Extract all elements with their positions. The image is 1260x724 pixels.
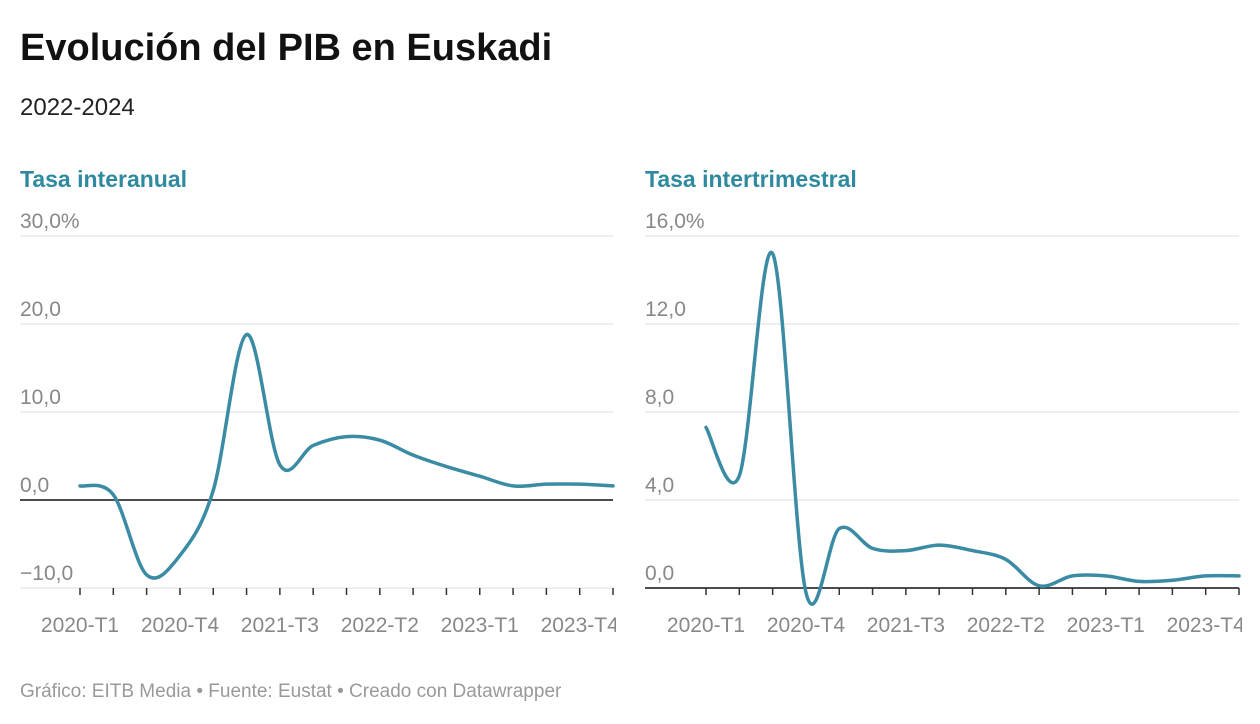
y-tick-label: 10,0 bbox=[20, 386, 61, 409]
y-tick-label: 20,0 bbox=[20, 298, 61, 321]
chart-title: Tasa intertrimestral bbox=[645, 166, 857, 192]
x-tick-label: 2020-T1 bbox=[41, 614, 119, 637]
line bbox=[704, 250, 1241, 606]
y-tick-label: 0,0 bbox=[20, 474, 49, 497]
y-tick-label: 16,0% bbox=[645, 210, 705, 233]
x-tick-label: 2020-T4 bbox=[767, 614, 846, 637]
title: Evolución del PIB en Euskadi bbox=[20, 27, 552, 69]
x-tick-label: 2023-T4 bbox=[541, 614, 620, 637]
footer: Gráfico: EITB Media • Fuente: Eustat • C… bbox=[20, 681, 562, 702]
x-tick-label: 2023-T1 bbox=[1067, 614, 1145, 637]
y-tick-label: 30,0% bbox=[20, 210, 80, 233]
x-tick-label: 2021-T3 bbox=[867, 614, 945, 637]
y-tick-label: 12,0 bbox=[645, 298, 686, 321]
line bbox=[78, 332, 615, 580]
chart: Tasa interanual −10,0 0,0 10,0 20,0 30,0% 2020… bbox=[20, 166, 620, 637]
x-tick-label: 2023-T1 bbox=[441, 614, 519, 637]
x-tick-label: 2021-T3 bbox=[241, 614, 319, 637]
x-tick-label: 2022-T2 bbox=[967, 614, 1045, 637]
subtitle: 2022-2024 bbox=[20, 94, 135, 121]
chart: Tasa intertrimestral 0,0 4,0 8,0 12,0 16,0% 20… bbox=[645, 166, 1246, 637]
y-tick-label: 0,0 bbox=[645, 562, 674, 585]
x-tick-label: 2020-T1 bbox=[667, 614, 745, 637]
y-tick-label: −10,0 bbox=[20, 562, 73, 585]
chart-title: Tasa interanual bbox=[20, 166, 187, 192]
y-tick-label: 8,0 bbox=[645, 386, 674, 409]
x-tick-label: 2023-T4 bbox=[1167, 614, 1246, 637]
x-tick-label: 2020-T4 bbox=[141, 614, 220, 637]
x-tick-label: 2022-T2 bbox=[341, 614, 419, 637]
y-tick-label: 4,0 bbox=[645, 474, 674, 497]
